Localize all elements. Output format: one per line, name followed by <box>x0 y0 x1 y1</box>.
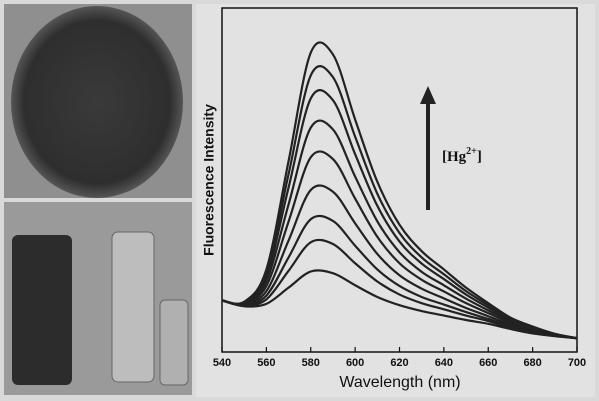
annotation: [Hg2+] <box>442 146 482 165</box>
x-tick-label: 540 <box>213 357 231 369</box>
x-tick-label: 680 <box>523 357 541 369</box>
vial-small <box>160 300 188 385</box>
chart-panel <box>196 4 595 397</box>
x-tick-label: 700 <box>568 357 586 369</box>
figure: Fluorescence Intensity Wavelength (nm) [… <box>0 0 599 401</box>
x-axis-title: Wavelength (nm) <box>339 374 460 391</box>
annotation-sup: 2+ <box>466 146 477 157</box>
vial-light <box>112 232 154 382</box>
annotation-close: ] <box>477 149 482 165</box>
x-tick-label: 560 <box>257 357 275 369</box>
page: {"chart_data": { "type": "line", "x_labe… <box>0 0 599 401</box>
x-tick-label: 640 <box>435 357 453 369</box>
x-tick-label: 660 <box>479 357 497 369</box>
x-tick-label: 580 <box>302 357 320 369</box>
photo-blob <box>11 6 183 198</box>
annotation-text: [Hg <box>442 149 467 165</box>
vial-dark <box>12 235 72 385</box>
x-tick-label: 600 <box>346 357 364 369</box>
x-tick-label: 620 <box>390 357 408 369</box>
y-axis-title: Fluorescence Intensity <box>201 104 217 256</box>
